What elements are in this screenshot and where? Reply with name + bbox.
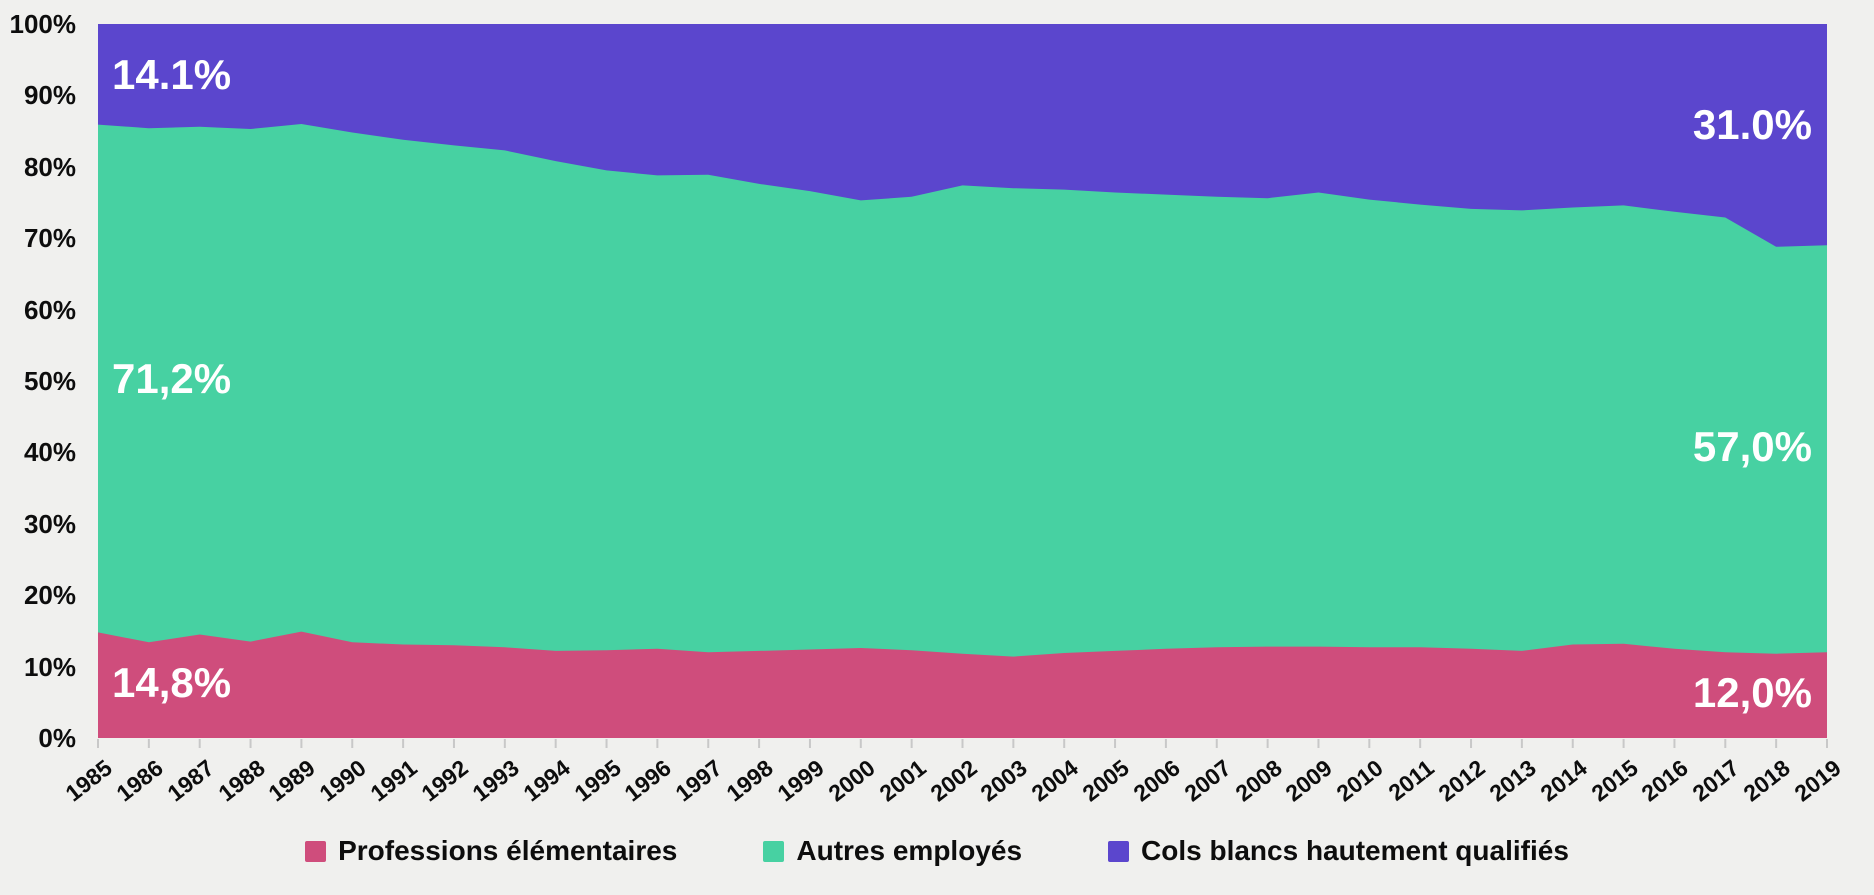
y-axis-label: 60% <box>23 294 76 325</box>
area-professions-elementaires <box>98 631 1827 738</box>
legend-label: Professions élémentaires <box>338 835 678 866</box>
y-axis-label: 20% <box>23 580 76 611</box>
y-axis-label: 10% <box>23 651 76 682</box>
y-axis-label: 30% <box>23 508 76 539</box>
plot-canvas <box>97 24 1828 748</box>
area-value-label: 57,0% <box>1692 423 1812 470</box>
chart-legend: Professions élémentaires Autres employés C… <box>0 836 1874 866</box>
area-autres-employes <box>98 124 1827 738</box>
y-axis-label: 80% <box>23 151 76 182</box>
area-value-label: 14,8% <box>112 659 232 706</box>
legend-item: Autres employés <box>763 836 1022 866</box>
area-value-label: 71,2% <box>112 355 232 402</box>
y-axis-label: 90% <box>23 80 76 111</box>
area-value-label: 14.1% <box>112 51 232 98</box>
legend-swatch-icon <box>1108 840 1130 862</box>
legend-label: Autres employés <box>796 835 1023 866</box>
legend-item: Professions élémentaires <box>305 836 677 866</box>
legend-item: Cols blancs hautement qualifiés <box>1108 836 1569 866</box>
area-value-label: 31.0% <box>1692 101 1812 148</box>
area-value-label: 12,0% <box>1692 669 1812 716</box>
y-axis-label: 70% <box>23 223 76 254</box>
legend-swatch-icon <box>763 840 785 862</box>
y-axis-label: 0% <box>38 723 76 753</box>
y-axis-label: 40% <box>23 437 76 468</box>
y-axis-label: 100% <box>9 9 77 39</box>
y-axis-label: 50% <box>23 366 76 396</box>
legend-label: Cols blancs hautement qualifiés <box>1141 835 1569 866</box>
legend-swatch-icon <box>305 840 327 862</box>
